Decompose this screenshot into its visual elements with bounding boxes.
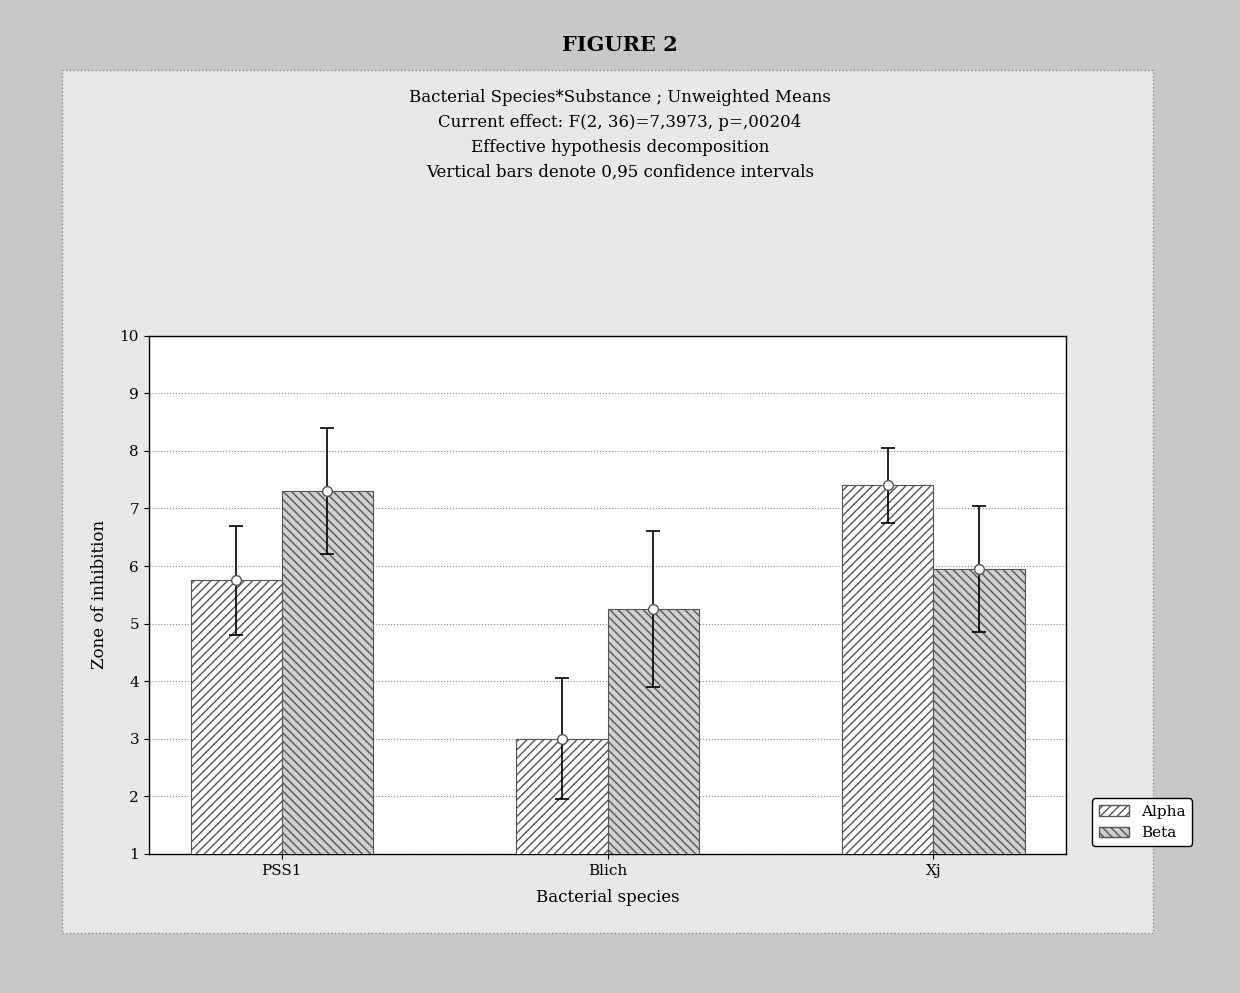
Text: FIGURE 2: FIGURE 2 bbox=[562, 35, 678, 55]
X-axis label: Bacterial species: Bacterial species bbox=[536, 889, 680, 906]
Bar bbox=[191, 580, 281, 912]
Bar bbox=[281, 492, 373, 912]
Y-axis label: Zone of inhibition: Zone of inhibition bbox=[92, 520, 108, 669]
Bar bbox=[516, 739, 608, 912]
Text: Bacterial Species*Substance ; Unweighted Means
Current effect: F(2, 36)=7,3973, : Bacterial Species*Substance ; Unweighted… bbox=[409, 89, 831, 181]
Bar bbox=[608, 610, 699, 912]
Legend: Alpha, Beta: Alpha, Beta bbox=[1092, 798, 1192, 846]
Bar bbox=[842, 486, 934, 912]
Bar bbox=[934, 569, 1024, 912]
